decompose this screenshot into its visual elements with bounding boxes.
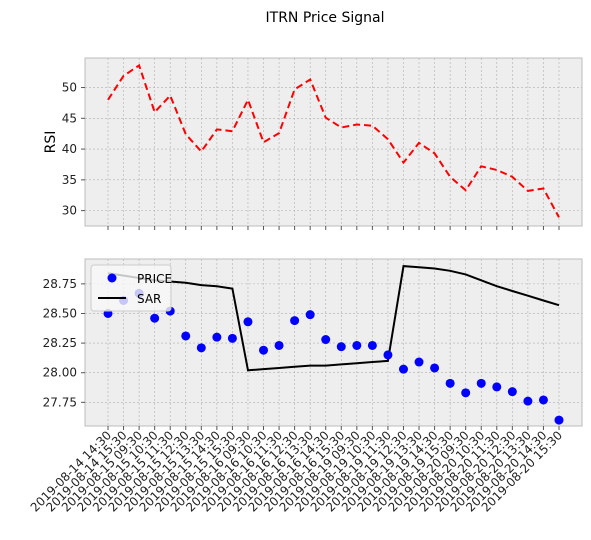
price-point bbox=[150, 313, 160, 323]
rsi-plot-background bbox=[84, 57, 583, 227]
chart-title: ITRN Price Signal bbox=[266, 10, 385, 26]
price-point bbox=[196, 343, 206, 353]
rsi-axis-label: RSI bbox=[43, 131, 59, 154]
price-point bbox=[367, 340, 377, 350]
price-point bbox=[554, 415, 564, 425]
y-tick-label: 28.25 bbox=[43, 336, 77, 350]
y-tick-label: 40 bbox=[62, 142, 77, 156]
y-tick-label: 50 bbox=[62, 81, 77, 95]
price-point bbox=[414, 357, 424, 367]
y-tick-label: 30 bbox=[62, 204, 77, 218]
price-point bbox=[259, 345, 269, 355]
price-point bbox=[492, 382, 502, 392]
y-tick-label: 28.75 bbox=[43, 277, 77, 291]
price-point bbox=[181, 331, 191, 341]
price-point bbox=[274, 340, 284, 350]
price-point bbox=[445, 378, 455, 388]
price-point bbox=[461, 388, 471, 398]
price-point bbox=[430, 363, 440, 373]
rsi-line bbox=[107, 63, 560, 218]
price-point bbox=[523, 396, 533, 406]
price-point bbox=[398, 364, 408, 374]
price-point bbox=[383, 350, 393, 360]
price-point bbox=[507, 387, 517, 397]
price-point bbox=[305, 310, 315, 320]
y-tick-label: 28.50 bbox=[43, 306, 77, 320]
sar-line bbox=[107, 265, 560, 372]
y-tick-label: 35 bbox=[62, 173, 77, 187]
price-point bbox=[243, 317, 253, 327]
y-tick-label: 27.75 bbox=[43, 395, 77, 409]
legend-price-label: PRICE bbox=[137, 272, 172, 286]
price-point bbox=[321, 335, 331, 345]
price-point bbox=[227, 333, 237, 343]
legend-price-marker bbox=[107, 273, 117, 283]
price-point bbox=[476, 378, 486, 388]
legend: PRICE SAR bbox=[90, 264, 172, 312]
price-point bbox=[352, 340, 362, 350]
price-point bbox=[336, 342, 346, 352]
rsi-panel: 30 35 40 45 50 RSI bbox=[43, 57, 583, 230]
price-point bbox=[212, 332, 222, 342]
legend-sar-label: SAR bbox=[137, 292, 161, 306]
price-point bbox=[538, 395, 548, 405]
y-tick-label: 45 bbox=[62, 111, 77, 125]
y-tick-label: 28.00 bbox=[43, 366, 77, 380]
price-point bbox=[290, 316, 300, 326]
